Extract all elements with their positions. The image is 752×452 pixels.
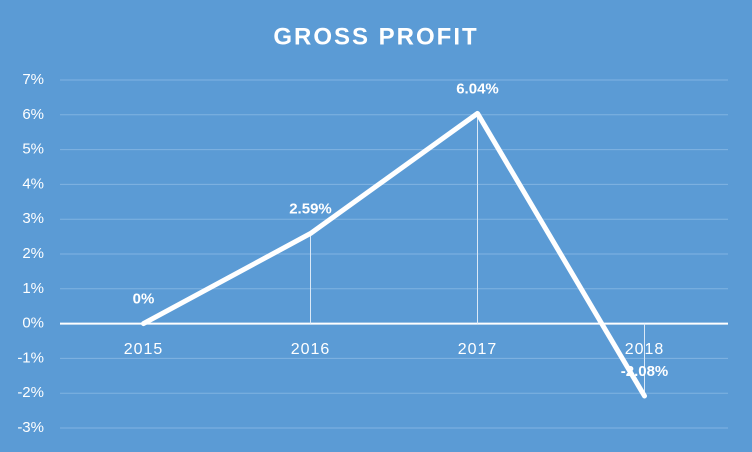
- y-tick-label: 3%: [22, 210, 44, 227]
- y-tick-label: 5%: [22, 141, 44, 158]
- x-tick-label: 2016: [291, 341, 331, 358]
- data-label: 0%: [133, 291, 155, 308]
- x-tick-label: 2018: [625, 341, 665, 358]
- y-tick-label: 1%: [22, 280, 44, 297]
- line: [141, 110, 647, 399]
- y-tick-label: 2%: [22, 245, 44, 262]
- data-label: 6.04%: [456, 80, 499, 97]
- y-tick-label: -1%: [17, 349, 44, 366]
- y-tick-label: 0%: [22, 315, 44, 332]
- y-tick-label: -2%: [17, 384, 44, 401]
- y-tick-label: 6%: [22, 106, 44, 123]
- data-label: -2.08%: [621, 363, 669, 380]
- y-tick-label: 4%: [22, 175, 44, 192]
- x-tick-label: 2015: [124, 341, 164, 358]
- y-tick-label: 7%: [22, 71, 44, 88]
- chart-title: GROSS PROFIT: [273, 23, 478, 50]
- data-label: 2.59%: [289, 200, 332, 217]
- x-tick-label: 2017: [458, 341, 498, 358]
- y-tick-label: -3%: [17, 419, 44, 436]
